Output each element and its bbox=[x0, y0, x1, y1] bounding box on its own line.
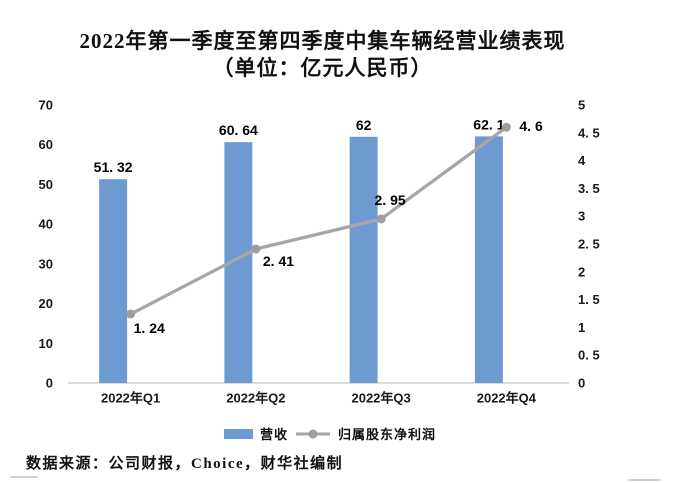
revenue-bar-label-q2: 60. 64 bbox=[219, 122, 258, 138]
revenue-bar-label-q3: 62 bbox=[356, 117, 372, 133]
left-axis-tick: 20 bbox=[39, 296, 53, 311]
profit-point-label-q3: 2. 95 bbox=[375, 192, 406, 208]
profit-line bbox=[129, 125, 508, 316]
chart-title: 2022年第一季度至第四季度中集车辆经营业绩表现 （单位：亿元人民币） bbox=[0, 28, 645, 82]
right-axis-tick: 4. 5 bbox=[578, 125, 600, 140]
profit-marker-q4 bbox=[501, 122, 511, 132]
right-axis-tick: 3. 5 bbox=[578, 181, 600, 196]
profit-legend-label: 归属股东净利润 bbox=[338, 427, 437, 442]
right-axis-tick: 2 bbox=[578, 264, 585, 279]
revenue-legend-swatch bbox=[223, 428, 253, 439]
revenue-legend-label: 营收 bbox=[259, 427, 288, 442]
revenue-bar-q3 bbox=[349, 136, 378, 383]
legend-marker-icon bbox=[308, 429, 318, 438]
left-axis-tick: 30 bbox=[39, 256, 53, 271]
profit-marker-q1 bbox=[126, 309, 136, 319]
chart-title-line2: （单位：亿元人民币） bbox=[212, 56, 433, 80]
right-axis-tick: 4 bbox=[578, 153, 586, 168]
chart-title-line1: 2022年第一季度至第四季度中集车辆经营业绩表现 bbox=[79, 29, 566, 53]
left-axis-tick: 50 bbox=[39, 177, 53, 192]
left-axis-tick: 0 bbox=[46, 376, 53, 391]
revenue-bar-label-q4: 62. 1 bbox=[473, 116, 504, 132]
left-axis-tick: 10 bbox=[39, 336, 53, 351]
right-axis-tick: 2. 5 bbox=[578, 237, 600, 252]
profit-point-label-q4: 4. 6 bbox=[519, 118, 543, 134]
x-axis-label-q4: 2022年Q4 bbox=[477, 391, 537, 406]
x-axis-label-q2: 2022年Q2 bbox=[226, 391, 285, 406]
right-axis-tick: 3 bbox=[578, 209, 585, 224]
left-axis-tick: 70 bbox=[39, 98, 53, 113]
right-axis-tick: 1 bbox=[578, 320, 585, 335]
revenue-bar-q4 bbox=[474, 136, 503, 383]
profit-point-label-q1: 1. 24 bbox=[134, 320, 165, 336]
right-axis-tick: 1. 5 bbox=[578, 292, 600, 307]
right-axis-tick: 5 bbox=[578, 98, 585, 113]
data-source-note: 数据来源：公司财报，Choice，财华社编制 bbox=[26, 456, 344, 472]
left-axis-tick: 60 bbox=[39, 137, 53, 152]
left-axis-tick: 40 bbox=[39, 217, 53, 232]
stray-line-artifact-left bbox=[10, 476, 38, 478]
stray-line-artifact-right bbox=[628, 479, 661, 481]
profit-point-label-q2: 2. 41 bbox=[263, 253, 294, 269]
x-axis-label-q3: 2022年Q3 bbox=[351, 391, 410, 406]
chart-legend: 营收 归属股东净利润 bbox=[0, 424, 660, 443]
right-axis-tick: 0 bbox=[578, 376, 585, 391]
revenue-bar-label-q1: 51. 32 bbox=[94, 159, 133, 175]
right-axis-tick: 0. 5 bbox=[578, 348, 600, 363]
revenue-bar-q1 bbox=[99, 179, 128, 383]
profit-marker-q2 bbox=[251, 244, 261, 254]
profit-legend-swatch bbox=[296, 429, 330, 438]
profit-marker-q3 bbox=[376, 214, 386, 224]
x-axis-label-q1: 2022年Q1 bbox=[101, 391, 160, 406]
